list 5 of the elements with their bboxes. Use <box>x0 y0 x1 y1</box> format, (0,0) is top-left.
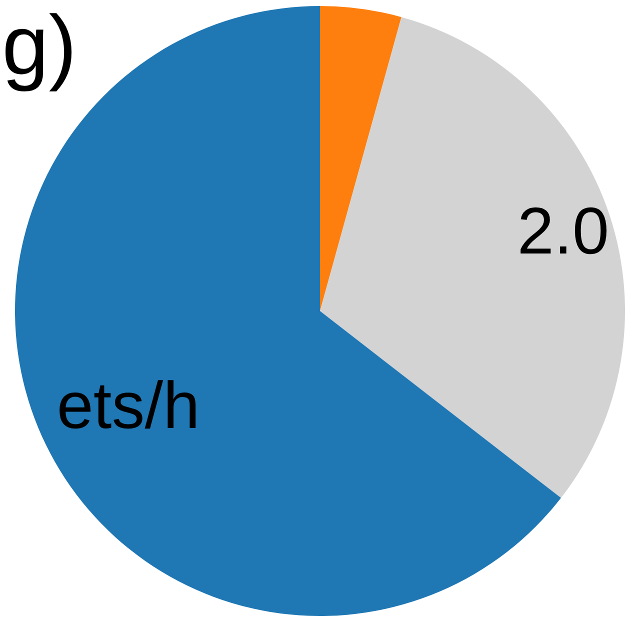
pie-slice <box>320 6 402 311</box>
pie-slice <box>320 17 625 498</box>
slice-label: 2.0 <box>517 193 610 268</box>
chart-title: g) <box>2 0 77 92</box>
slice-label: ets/h <box>56 368 200 442</box>
